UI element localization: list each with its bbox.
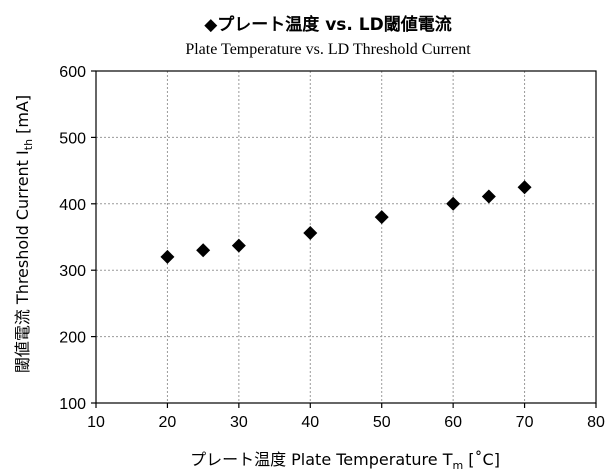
chart-title: ◆プレート温度 vs. LD閾値電流 [204,14,452,35]
x-axis-label-subscript: m [452,459,463,472]
data-point [160,249,175,264]
x-tick-label: 10 [87,414,105,431]
data-point [196,243,211,258]
data-point [231,238,246,253]
x-axis-label-main: プレート温度 Plate Temperature T [190,450,453,469]
x-tick-label: 50 [373,414,391,431]
y-tick-labels: 100 200 300 400 500 600 [59,64,86,413]
x-tick-label: 60 [444,414,462,431]
x-tick-label: 20 [159,414,177,431]
y-tick-label: 600 [59,64,86,81]
chart-subtitle: Plate Temperature vs. LD Threshold Curre… [185,41,471,58]
x-tick-label: 40 [301,414,319,431]
y-axis-label: 閾値電流 Threshold Current Ith [mA] [13,95,35,373]
y-axis-label-unit: [mA] [13,95,32,139]
plot-area-frame [95,70,597,404]
grid-lines [96,71,596,403]
y-tick-label: 300 [59,263,86,280]
x-axis-label-unit: [˚C] [463,450,500,469]
y-axis-label-subscript: th [22,139,35,150]
data-point [517,180,532,195]
y-axis-label-main: 閾値電流 Threshold Current I [13,150,32,373]
y-tick-label: 400 [59,197,86,214]
y-tick-label: 200 [59,330,86,347]
x-tick-labels: 10 20 30 40 50 60 70 80 [87,414,605,431]
data-point [481,189,496,204]
data-points [160,180,532,264]
axis-ticks [91,70,597,408]
x-axis-label: プレート温度 Plate Temperature Tm [˚C] [190,450,500,472]
x-tick-label: 30 [230,414,248,431]
y-tick-label: 500 [59,130,86,147]
data-point [446,196,461,211]
x-tick-label: 70 [516,414,534,431]
x-tick-label: 80 [587,414,605,431]
data-point [374,210,389,225]
data-point [303,226,318,241]
y-tick-label: 100 [59,396,86,413]
